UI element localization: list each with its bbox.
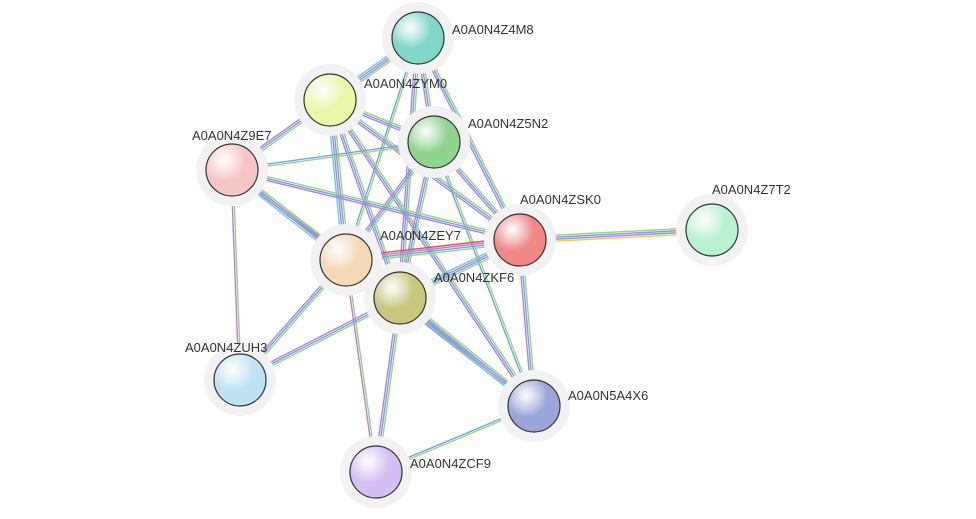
node-A0A0N4Z9E7[interactable] <box>206 144 258 196</box>
halo-layer <box>196 2 748 508</box>
node-label: A0A0N5A4X6 <box>568 388 648 403</box>
node-A0A0N4ZEY7[interactable] <box>320 234 372 286</box>
node-A0A0N4Z4M8[interactable] <box>392 12 444 64</box>
node-label: A0A0N4Z5N2 <box>468 116 548 131</box>
node-A0A0N4ZSK0[interactable] <box>494 214 546 266</box>
node-layer <box>206 12 738 498</box>
node-A0A0N4ZCF9[interactable] <box>350 446 402 498</box>
node-A0A0N4Z7T2[interactable] <box>686 204 738 256</box>
node-label: A0A0N4ZKF6 <box>434 270 514 285</box>
node-label: A0A0N4ZUH3 <box>185 340 267 355</box>
node-A0A0N5A4X6[interactable] <box>508 380 560 432</box>
node-label: A0A0N4Z7T2 <box>712 182 791 197</box>
node-label: A0A0N4Z4M8 <box>452 22 534 37</box>
node-A0A0N4ZUH3[interactable] <box>214 354 266 406</box>
node-A0A0N4ZYM0[interactable] <box>304 74 356 126</box>
node-label: A0A0N4Z9E7 <box>192 128 272 143</box>
node-label: A0A0N4ZSK0 <box>520 192 601 207</box>
network-graph[interactable]: A0A0N4Z4M8 A0A0N4ZYM0 A0A0N4Z5N2 A0A0N4Z9E7… <box>0 0 976 519</box>
node-A0A0N4Z5N2[interactable] <box>408 116 460 168</box>
node-label: A0A0N4ZCF9 <box>410 456 491 471</box>
node-A0A0N4ZKF6[interactable] <box>374 272 426 324</box>
node-label: A0A0N4ZYM0 <box>364 76 447 91</box>
node-label: A0A0N4ZEY7 <box>380 228 461 243</box>
